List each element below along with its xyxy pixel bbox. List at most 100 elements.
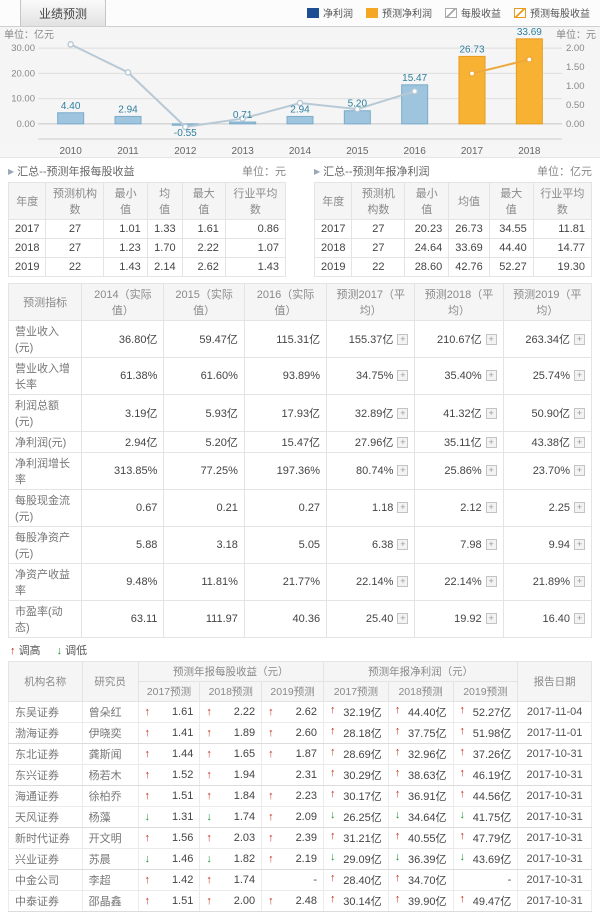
forecast-value: 210.67亿: [437, 334, 482, 346]
expand-detail-button[interactable]: +: [574, 370, 585, 381]
up-arrow-icon: ↑: [329, 767, 336, 779]
left-axis-tick: 20.00: [11, 68, 35, 79]
table-row: 东兴证券 杨若木 ↑ 1.52 ↑ 1.94 2.31 ↑ 30.29亿 ↑ 38.63亿 ↑ 46.1…: [8, 764, 592, 786]
expand-detail-button[interactable]: +: [397, 408, 409, 419]
legend-item-line[interactable]: 预测每股收益: [514, 5, 590, 20]
column-header: 预测2018（平均）: [414, 283, 504, 321]
forecast-value: 1.51: [171, 895, 194, 907]
forecast-value: 1.74: [233, 811, 256, 823]
forecast-value: 25.86%: [444, 465, 482, 477]
expand-detail-button[interactable]: +: [574, 502, 585, 513]
每股收益-point: [182, 123, 189, 131]
eps-forecast-cell: ↓ 1.46: [137, 848, 201, 870]
expand-detail-button[interactable]: +: [397, 334, 409, 345]
legend-item-bar[interactable]: 净利润: [307, 5, 353, 20]
left-axis-unit-label: 单位：亿元: [4, 28, 54, 41]
expand-detail-button[interactable]: +: [397, 539, 409, 550]
legend-swatch-icon: [366, 7, 378, 18]
actual-value-cell: 63.11: [81, 600, 165, 638]
forecast-value: 1.41: [171, 727, 194, 739]
tab-performance-forecast[interactable]: 业绩预测: [20, 0, 107, 26]
expand-detail-button[interactable]: +: [574, 539, 585, 550]
up-arrow-icon: ↑: [394, 788, 401, 800]
broker-forecast-section: 机构名称 研究员 预测年报每股收益（元） 预测年报净利润（元） 报告日期 2017预测 20…: [0, 661, 600, 912]
table-row: 东吴证券 曾朵红 ↑ 1.61 ↑ 2.22 ↑ 2.62 ↑ 32.19亿 ↑ 44.40亿 ↑ 52.…: [8, 701, 592, 723]
org-name-cell: 东北证券: [8, 743, 83, 765]
forecast-value: 29.09亿: [343, 854, 382, 866]
expand-detail-button[interactable]: +: [485, 408, 497, 419]
forecast-value-cell: 25.74% +: [502, 357, 593, 395]
np-forecast-cell: ↑ 44.40亿: [387, 701, 454, 723]
forecast-value-cell: 35.40% +: [414, 357, 504, 395]
forecast-value-cell: 9.94 +: [502, 526, 593, 564]
indicator-label: 每股现金流(元): [7, 489, 83, 527]
eps-year-header: 2018预测: [199, 681, 263, 702]
up-arrow-icon: ↑: [329, 746, 336, 758]
cell: 2017: [313, 219, 353, 239]
legend-item-bar[interactable]: 预测净利润: [366, 5, 432, 20]
up-arrow-icon: ↑: [268, 811, 274, 823]
up-arrow-icon: ↑: [206, 874, 212, 886]
expand-detail-button[interactable]: +: [485, 437, 497, 448]
forecast-value-cell: 1.18 +: [326, 489, 416, 527]
expand-detail-button[interactable]: +: [485, 502, 497, 513]
down-arrow-icon: ↓: [459, 851, 466, 863]
forecast-value: 51.98亿: [472, 728, 512, 740]
np-forecast-cell: ↑ 51.98亿: [452, 722, 519, 744]
up-arrow-icon: ↑: [329, 893, 336, 905]
forecast-value: 1.74: [233, 874, 256, 886]
right-axis-tick: 2.00: [566, 43, 585, 54]
expand-detail-button[interactable]: +: [397, 370, 409, 381]
expand-detail-button[interactable]: +: [397, 437, 409, 448]
expand-detail-button[interactable]: +: [397, 613, 409, 624]
analyst-name-cell: 杨藻: [81, 806, 139, 828]
up-arrow-icon: ↑: [459, 788, 466, 800]
forecast-value: 44.40亿: [407, 707, 447, 719]
expand-detail-button[interactable]: +: [397, 576, 409, 587]
legend-item-line[interactable]: 每股收益: [445, 5, 501, 20]
collapse-triangle-icon[interactable]: ▶: [8, 166, 15, 176]
broker-forecast-table: 机构名称 研究员 预测年报每股收益（元） 预测年报净利润（元） 报告日期 2017预测 20…: [8, 661, 592, 912]
forecast-value-cell: 263.34亿 +: [502, 320, 593, 358]
expand-detail-button[interactable]: +: [574, 437, 585, 448]
forecast-value-cell: 32.89亿 +: [326, 394, 416, 432]
eps-summary-table: 年度 预测机构数 最小值 均值 最大值 行业平均数 2017 27 1.01 1.33 1.61 0.…: [7, 182, 287, 277]
cell: 19.30: [532, 257, 593, 277]
expand-detail-button[interactable]: +: [397, 502, 409, 513]
table-row: 渤海证券 伊晓奕 ↑ 1.41 ↑ 1.89 ↑ 2.60 ↑ 28.18亿 ↑ 37.75亿 ↑ 51.…: [8, 722, 592, 744]
expand-detail-button[interactable]: +: [574, 334, 585, 345]
预测每股收益-point: [468, 70, 476, 77]
eps-forecast-cell: ↑ 1.61: [137, 701, 201, 723]
np-forecast-cell: ↑ 31.21亿: [322, 827, 389, 849]
np-forecast-cell: ↑ 52.27亿: [452, 701, 519, 723]
forecast-value-cell: 25.40 +: [326, 600, 416, 638]
np-forecast-cell: ↑ 40.55亿: [387, 827, 454, 849]
org-name-cell: 中金公司: [8, 869, 83, 891]
np-summary-table: 年度 预测机构数 最小值 均值 最大值 行业平均数 2017 27 20.23 26.73 34.5…: [313, 182, 593, 277]
actual-value-cell: 2.94亿: [81, 431, 165, 453]
expand-detail-button[interactable]: +: [485, 539, 497, 550]
x-axis-label: 2011: [117, 146, 139, 157]
forecast-value: 9.94: [548, 539, 570, 551]
expand-detail-button[interactable]: +: [485, 613, 497, 624]
table-row: 中泰证券 邵晶鑫 ↑ 1.51 ↑ 2.00 ↑ 2.48 ↑ 30.14亿 ↑ 39.90亿 ↑ 49.…: [8, 890, 592, 912]
eps-forecast-cell: ↑ 1.56: [137, 827, 201, 849]
expand-detail-button[interactable]: +: [485, 370, 497, 381]
up-arrow-icon: ↑: [329, 872, 336, 884]
expand-detail-button[interactable]: +: [574, 613, 585, 624]
expand-detail-button[interactable]: +: [574, 465, 585, 476]
expand-detail-button[interactable]: +: [574, 576, 585, 587]
collapse-triangle-icon[interactable]: ▶: [314, 166, 321, 176]
legend-label: 净利润: [323, 9, 353, 20]
actual-value-cell: 3.19亿: [81, 394, 165, 432]
expand-detail-button[interactable]: +: [485, 465, 497, 476]
expand-detail-button[interactable]: +: [574, 408, 585, 419]
np-forecast-cell: ↑ 28.18亿: [322, 722, 389, 744]
expand-detail-button[interactable]: +: [397, 465, 409, 476]
每股收益-point: [239, 115, 246, 122]
expand-detail-button[interactable]: +: [485, 334, 497, 345]
cell: 2.62: [181, 257, 226, 277]
down-arrow-icon: ↓: [394, 809, 401, 821]
cell: 1.70: [146, 238, 183, 258]
expand-detail-button[interactable]: +: [485, 576, 497, 587]
